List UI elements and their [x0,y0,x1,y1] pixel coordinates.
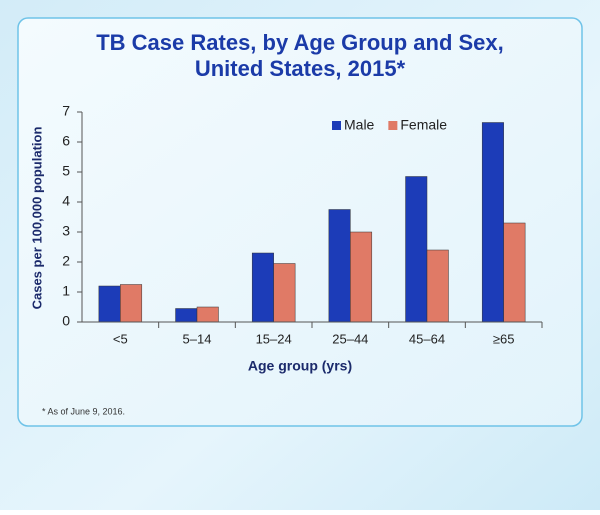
y-tick-label: 6 [62,133,70,149]
y-tick-label: 5 [62,163,70,179]
legend-label: Female [400,117,447,133]
legend-swatch [388,121,398,130]
bar [503,222,526,323]
bar [328,209,351,323]
y-tick-label: 4 [62,193,70,209]
x-tick-label: 45–64 [409,331,445,346]
footnote: * As of June 9, 2016. [42,406,125,416]
x-tick-label: 15–24 [256,331,292,346]
y-tick-label: 2 [62,253,70,269]
legend-swatch [332,121,341,130]
bar [426,249,449,323]
x-tick-label: 5–14 [183,331,212,346]
y-tick-label: 3 [62,223,70,239]
chart-title: United States, 2015* [195,56,406,81]
bar [175,308,198,323]
x-axis-label: Age group (yrs) [248,358,352,374]
chart-title: TB Case Rates, by Age Group and Sex, [96,30,504,55]
y-axis-label: Cases per 100,000 population [29,127,44,310]
bar [350,231,373,323]
x-tick-label: 25–44 [332,331,368,346]
bar [251,252,274,323]
bar [196,306,219,323]
bar [273,263,296,323]
bar [120,284,143,323]
bar [481,122,504,323]
legend-label: Male [344,117,375,133]
x-tick-label: ≥65 [493,331,515,346]
y-tick-label: 0 [62,313,70,329]
bar [405,176,428,323]
bar [98,285,121,323]
y-tick-label: 7 [62,103,70,119]
y-tick-label: 1 [62,283,70,299]
x-tick-label: <5 [113,331,128,346]
